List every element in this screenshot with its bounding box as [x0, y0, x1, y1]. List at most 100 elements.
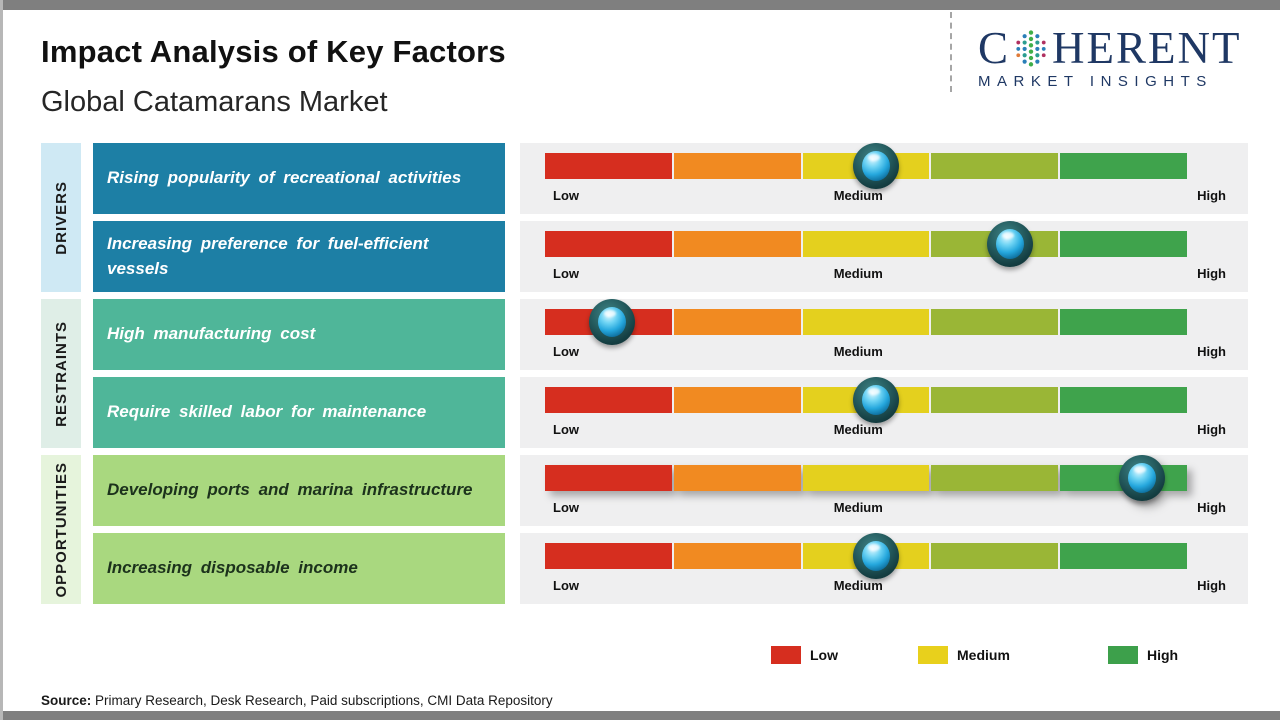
legend-label: Medium [957, 647, 1010, 663]
scale-segment-olive [931, 387, 1059, 413]
scale-segment-yellow [802, 231, 930, 257]
scale-segment-orange [673, 465, 801, 491]
bottom-divider-bar [3, 711, 1280, 720]
scale-label-high: High [1197, 500, 1226, 515]
scale-segment-red [545, 231, 672, 257]
impact-scale-panel: Low Medium High [520, 221, 1248, 292]
source-prefix: Source: [41, 693, 92, 708]
legend: Low Medium High [771, 646, 1191, 668]
impact-marker-orb [986, 221, 1033, 267]
source-text: Primary Research, Desk Research, Paid su… [91, 693, 553, 708]
impact-scale-bar [545, 143, 1187, 189]
top-divider-bar [3, 0, 1280, 10]
scale-label-low: Low [553, 578, 579, 593]
scale-segment-green [1060, 543, 1187, 569]
scale-label-high: High [1197, 344, 1226, 359]
impact-scale-bar [545, 377, 1187, 423]
scale-labels: Low Medium High [545, 188, 1226, 206]
legend-swatch-medium [918, 646, 948, 664]
factor-label: Increasing preference for fuel-efficient… [107, 233, 429, 278]
factor-label: Rising popularity of recreational activi… [107, 168, 462, 188]
factor-box: Require skilled labor for maintenance [93, 377, 505, 448]
impact-scale-panel: Low Medium High [520, 143, 1248, 214]
globe-icon [1011, 28, 1051, 68]
logo-letter-c: C [978, 23, 1011, 73]
scale-label-high: High [1197, 578, 1226, 593]
factor-label: Developing ports and marina infrastructu… [107, 480, 473, 500]
scale-segment-orange [673, 309, 801, 335]
impact-marker-orb [588, 299, 635, 345]
scale-label-medium: Medium [833, 266, 883, 281]
scale-label-medium: Medium [833, 500, 883, 515]
legend-swatch-high [1108, 646, 1138, 664]
logo-letters-rest: HERENT [1052, 23, 1242, 73]
page-subtitle: Global Catamarans Market [41, 86, 388, 118]
factor-box: High manufacturing cost [93, 299, 505, 370]
category-label-opportunities: OPPORTUNITIES [52, 461, 70, 598]
legend-item-low: Low [771, 646, 838, 664]
impact-scale-bar [545, 221, 1187, 267]
scale-label-low: Low [553, 422, 579, 437]
scale-labels: Low Medium High [545, 344, 1226, 362]
impact-marker-orb [853, 377, 900, 423]
legend-label: Low [810, 647, 838, 663]
factor-box: Developing ports and marina infrastructu… [93, 455, 505, 526]
scale-segment-yellow [802, 465, 930, 491]
category-strip-restraints: RESTRAINTS [41, 299, 81, 448]
scale-labels: Low Medium High [545, 578, 1226, 596]
factor-label: Increasing disposable income [107, 558, 358, 578]
factor-box: Increasing preference for fuel-efficient… [93, 221, 505, 292]
category-label-restraints: RESTRAINTS [52, 320, 70, 427]
scale-segment-orange [673, 543, 801, 569]
scale-label-medium: Medium [833, 578, 883, 593]
scale-labels: Low Medium High [545, 266, 1226, 284]
logo: C [978, 23, 1268, 91]
logo-tagline: MARKET INSIGHTS [978, 73, 1213, 90]
scale-segment-red [545, 153, 672, 179]
scale-segment-yellow [802, 309, 930, 335]
legend-item-medium: Medium [918, 646, 1010, 664]
impact-scale-bar [545, 455, 1187, 501]
scale-label-low: Low [553, 188, 579, 203]
scale-segment-olive [931, 465, 1059, 491]
scale-segment-green [1060, 231, 1187, 257]
impact-marker-orb [853, 533, 900, 579]
scale-label-high: High [1197, 422, 1226, 437]
scale-label-high: High [1197, 188, 1226, 203]
scale-segment-orange [673, 153, 801, 179]
source-line: Source: Primary Research, Desk Research,… [41, 693, 553, 708]
scale-segment-orange [673, 387, 801, 413]
scale-labels: Low Medium High [545, 422, 1226, 440]
scale-segment-green [1060, 309, 1187, 335]
scale-label-medium: Medium [833, 188, 883, 203]
legend-item-high: High [1108, 646, 1178, 664]
scale-label-high: High [1197, 266, 1226, 281]
impact-scale-panel: Low Medium High [520, 299, 1248, 370]
scale-labels: Low Medium High [545, 500, 1226, 518]
factor-box: Increasing disposable income [93, 533, 505, 604]
factor-box: Rising popularity of recreational activi… [93, 143, 505, 214]
impact-scale-panel: Low Medium High [520, 533, 1248, 604]
category-label-drivers: DRIVERS [52, 180, 70, 255]
category-strip-drivers: DRIVERS [41, 143, 81, 292]
logo-wordmark: C [978, 23, 1268, 73]
scale-label-medium: Medium [833, 344, 883, 359]
impact-scale-bar [545, 299, 1187, 345]
scale-label-low: Low [553, 266, 579, 281]
impact-scale-panel: Low Medium High [520, 377, 1248, 448]
impact-scale-panel: Low Medium High [520, 455, 1248, 526]
scale-segment-red [545, 387, 672, 413]
factor-label: High manufacturing cost [107, 324, 316, 344]
legend-label: High [1147, 647, 1179, 663]
impact-marker-orb [1119, 455, 1166, 501]
scale-label-low: Low [553, 344, 579, 359]
impact-marker-orb [853, 143, 900, 189]
category-strip-opportunities: OPPORTUNITIES [41, 455, 81, 604]
impact-scale-bar [545, 533, 1187, 579]
logo-divider-dashed-line [950, 12, 952, 92]
impact-grid: DRIVERS RESTRAINTS OPPORTUNITIES Rising pop… [41, 143, 1248, 604]
legend-swatch-low [771, 646, 801, 664]
scale-segment-orange [673, 231, 801, 257]
scale-label-low: Low [553, 500, 579, 515]
